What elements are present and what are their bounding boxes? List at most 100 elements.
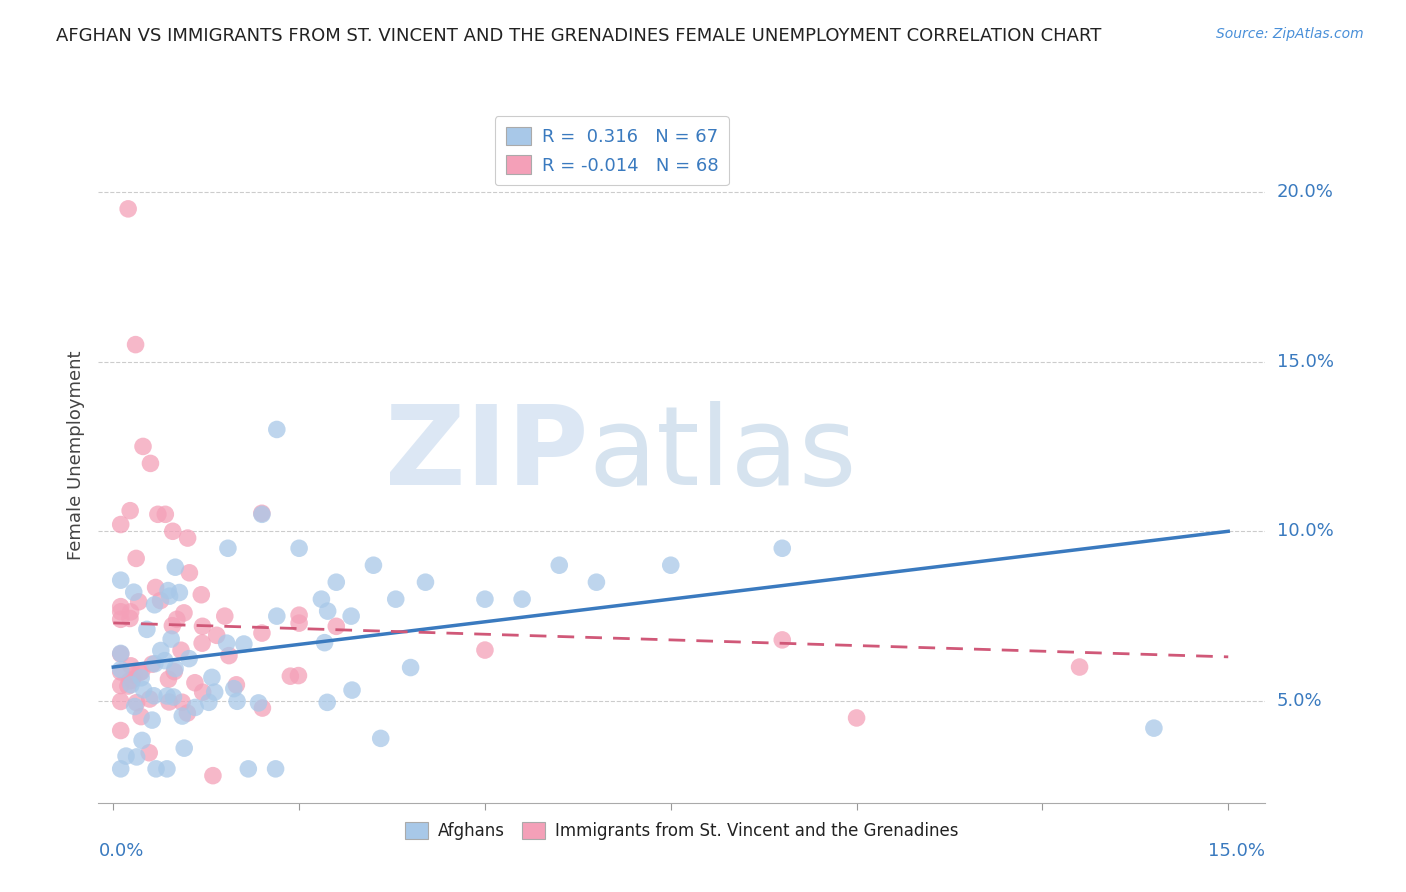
Point xyxy=(121,673,143,687)
Point xyxy=(172,695,194,709)
Point xyxy=(110,762,132,776)
Point xyxy=(124,668,146,682)
Point xyxy=(142,689,165,703)
Point xyxy=(138,692,160,706)
Point xyxy=(162,618,184,632)
Point xyxy=(585,575,607,590)
Point xyxy=(287,668,309,682)
Point xyxy=(118,673,141,688)
Point xyxy=(124,337,146,351)
Text: 20.0%: 20.0% xyxy=(1277,183,1333,201)
Text: Source: ZipAtlas.com: Source: ZipAtlas.com xyxy=(1216,27,1364,41)
Point xyxy=(238,762,260,776)
Point xyxy=(156,762,179,776)
Point xyxy=(124,699,146,714)
Y-axis label: Female Unemployment: Female Unemployment xyxy=(66,351,84,559)
Point xyxy=(179,566,201,580)
Point xyxy=(190,588,212,602)
Point xyxy=(1069,660,1091,674)
Point xyxy=(363,558,385,573)
Point xyxy=(135,623,157,637)
Point xyxy=(110,573,132,587)
Point xyxy=(125,750,148,764)
Point xyxy=(184,700,207,714)
Point xyxy=(118,611,141,625)
Point xyxy=(510,592,533,607)
Point xyxy=(120,678,142,692)
Point xyxy=(110,665,132,679)
Point xyxy=(173,606,195,620)
Point xyxy=(198,695,221,709)
Point xyxy=(205,628,228,642)
Point xyxy=(149,593,172,607)
Point xyxy=(250,506,273,520)
Text: 0.0%: 0.0% xyxy=(98,842,143,860)
Point xyxy=(474,643,496,657)
Point xyxy=(218,648,240,663)
Point xyxy=(165,560,187,574)
Point xyxy=(280,669,302,683)
Point xyxy=(149,643,172,657)
Point xyxy=(165,662,187,676)
Point xyxy=(110,723,132,738)
Point xyxy=(184,675,207,690)
Point xyxy=(110,694,132,708)
Point xyxy=(110,599,132,614)
Point xyxy=(162,690,184,704)
Point xyxy=(163,665,186,679)
Point xyxy=(340,609,363,624)
Point xyxy=(129,709,152,723)
Text: atlas: atlas xyxy=(589,401,858,508)
Point xyxy=(110,646,132,660)
Point xyxy=(232,637,254,651)
Point xyxy=(122,585,145,599)
Text: 5.0%: 5.0% xyxy=(1277,692,1322,710)
Point xyxy=(340,683,363,698)
Point xyxy=(120,605,142,619)
Text: 15.0%: 15.0% xyxy=(1277,352,1333,370)
Point xyxy=(141,657,163,672)
Text: ZIP: ZIP xyxy=(385,401,589,508)
Point xyxy=(117,679,139,693)
Point xyxy=(1143,721,1166,735)
Point xyxy=(166,612,188,626)
Point xyxy=(157,583,180,598)
Point xyxy=(170,643,193,657)
Point xyxy=(115,749,138,764)
Point xyxy=(316,695,339,709)
Point xyxy=(162,524,184,539)
Point xyxy=(155,508,177,522)
Point xyxy=(226,694,249,708)
Point xyxy=(138,746,160,760)
Point xyxy=(120,658,142,673)
Point xyxy=(156,689,179,703)
Point xyxy=(288,608,311,623)
Point xyxy=(288,541,311,556)
Point xyxy=(415,575,437,590)
Point xyxy=(225,678,247,692)
Point xyxy=(474,592,496,607)
Point xyxy=(146,508,169,522)
Point xyxy=(153,654,176,668)
Point xyxy=(176,706,198,720)
Point xyxy=(325,619,347,633)
Point xyxy=(288,616,311,631)
Point xyxy=(250,508,273,522)
Point xyxy=(770,541,793,556)
Point xyxy=(201,769,224,783)
Point xyxy=(139,457,162,471)
Point xyxy=(157,672,180,686)
Point xyxy=(145,581,167,595)
Text: 10.0%: 10.0% xyxy=(1277,523,1333,541)
Point xyxy=(110,517,132,532)
Point xyxy=(214,609,236,624)
Point xyxy=(132,439,155,453)
Point xyxy=(128,595,150,609)
Point xyxy=(179,651,201,665)
Text: AFGHAN VS IMMIGRANTS FROM ST. VINCENT AND THE GRENADINES FEMALE UNEMPLOYMENT COR: AFGHAN VS IMMIGRANTS FROM ST. VINCENT AN… xyxy=(56,27,1102,45)
Point xyxy=(117,202,139,216)
Point xyxy=(159,589,181,603)
Legend: Afghans, Immigrants from St. Vincent and the Grenadines: Afghans, Immigrants from St. Vincent and… xyxy=(398,815,966,847)
Point xyxy=(222,681,245,696)
Point xyxy=(125,551,148,566)
